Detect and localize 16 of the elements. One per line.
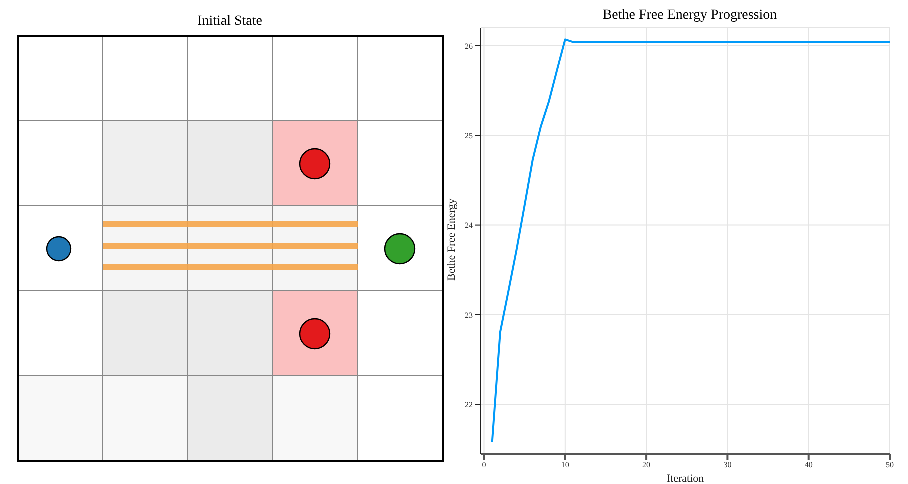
x-tick-label: 30 xyxy=(724,460,732,470)
y-tick-label: 25 xyxy=(465,131,473,140)
y-tick-label: 24 xyxy=(465,221,473,230)
chart-title: Bethe Free Energy Progression xyxy=(602,8,778,24)
x-tick-label: 50 xyxy=(886,460,894,470)
y-tick-label: 22 xyxy=(465,400,473,410)
y-tick-label: 26 xyxy=(465,42,473,51)
text: Initial State xyxy=(198,14,262,29)
x-tick-label: 0 xyxy=(482,460,486,470)
x-tick-label: 40 xyxy=(804,460,813,470)
y-axis-title: Bethe Free Energy xyxy=(446,198,458,281)
y-tick-label: 23 xyxy=(465,310,473,320)
line-series xyxy=(491,38,890,444)
x-axis-title: Iteration xyxy=(666,473,705,484)
x-tick-label: 10 xyxy=(561,460,570,470)
x-tick-label: 20 xyxy=(642,460,651,470)
